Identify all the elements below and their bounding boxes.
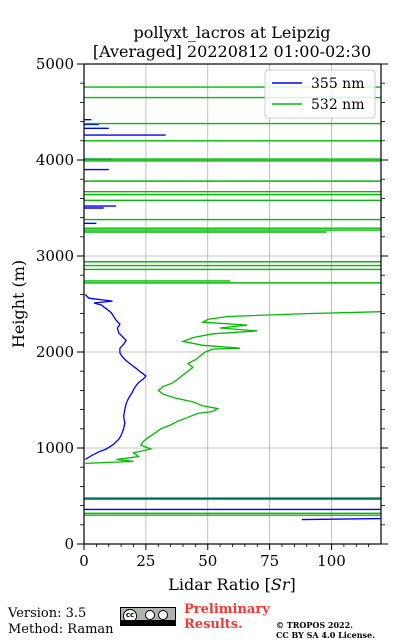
preliminary-notice: Preliminary Results. — [184, 602, 270, 632]
copyright-line2: CC BY SA 4.0 License. — [276, 630, 375, 640]
version-text: Version: 3.5 — [8, 606, 87, 621]
by-icon — [145, 610, 155, 620]
chart-title-line2: [Averaged] 20220812 01:00-02:30 — [93, 42, 371, 61]
series-532-nm-line — [85, 311, 381, 465]
copyright-notice: © TROPOS 2022. CC BY SA 4.0 License. — [276, 620, 375, 640]
y-tick-label: 4000 — [36, 151, 74, 169]
x-tick-label: 100 — [317, 552, 346, 570]
y-axis-label: Height (m) — [9, 260, 28, 348]
axes-frame — [83, 63, 382, 545]
method-text: Method: Raman — [8, 622, 114, 637]
x-tick-label: 0 — [79, 552, 89, 570]
legend: 355 nm 532 nm — [264, 69, 376, 119]
series-355-nm-line — [84, 293, 147, 461]
legend-label-355: 355 nm — [311, 76, 364, 92]
legend-label-532: 532 nm — [311, 97, 364, 113]
x-tick-label: 50 — [198, 552, 217, 570]
chart-title-line1: pollyxt_lacros at Leipzig — [133, 23, 330, 42]
y-tick-label: 2000 — [36, 343, 74, 361]
grid-lines — [83, 63, 381, 545]
cc-by-sa-icon: cc — [120, 607, 176, 626]
y-tick-label: 1000 — [36, 439, 74, 457]
x-tick-label: 25 — [136, 552, 155, 570]
series-355-nm-segment — [301, 517, 381, 521]
legend-box — [264, 69, 376, 119]
y-tick-label: 3000 — [36, 247, 74, 265]
preliminary-line2: Results. — [184, 617, 243, 632]
sa-icon — [158, 610, 168, 620]
y-tick-label: 5000 — [36, 55, 74, 73]
cc-badge-bottom — [121, 620, 175, 625]
x-axis-label: Lidar Ratio [Sr] — [168, 575, 296, 594]
x-tick-label: 75 — [260, 552, 279, 570]
preliminary-line1: Preliminary — [184, 602, 270, 617]
y-tick-label: 0 — [64, 535, 74, 553]
data-layer — [84, 86, 381, 521]
copyright-line1: © TROPOS 2022. — [276, 620, 353, 630]
